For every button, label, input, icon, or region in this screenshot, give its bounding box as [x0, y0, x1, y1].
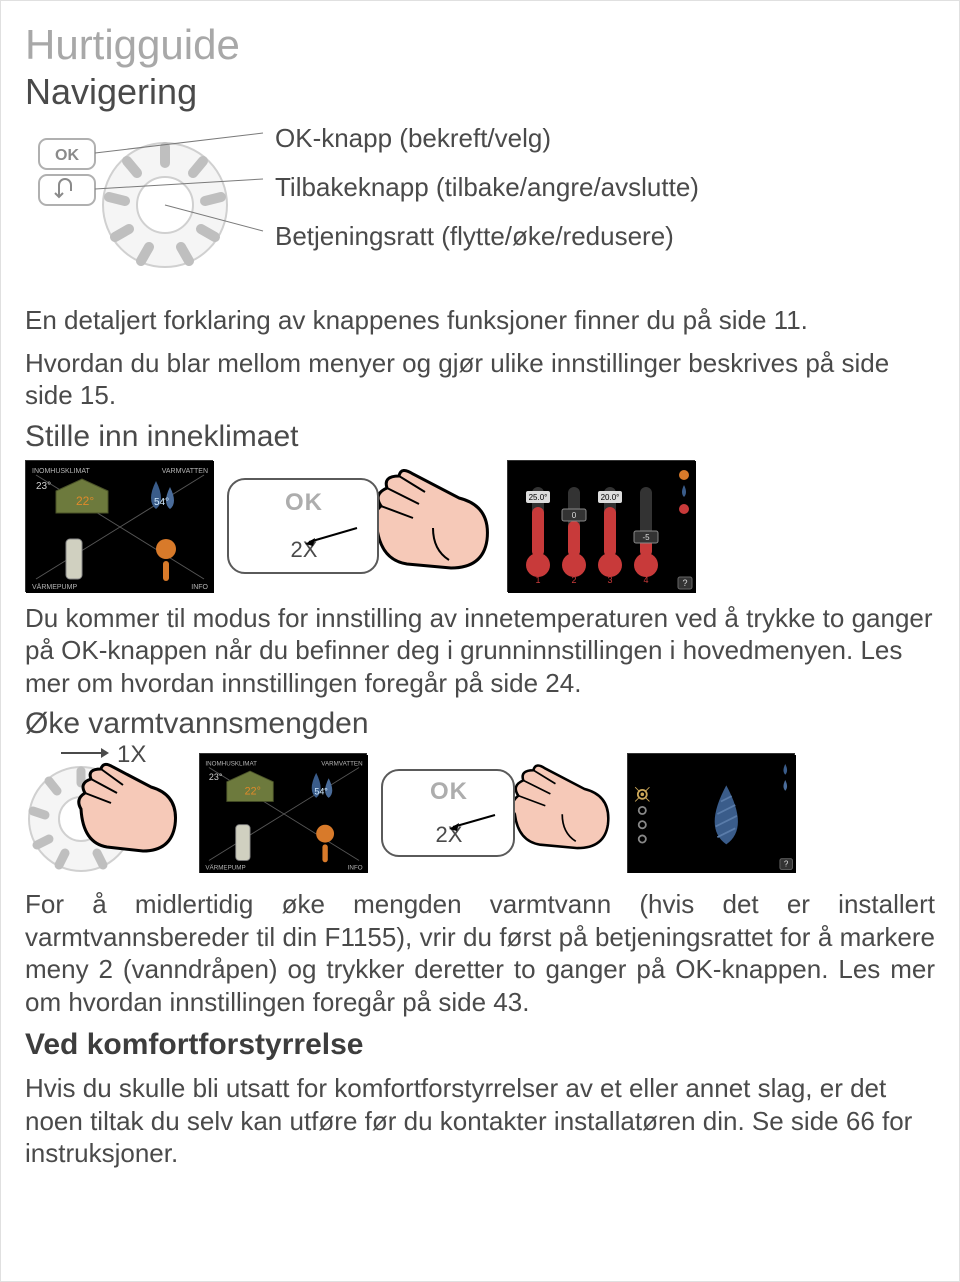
varmtvann-figure-row: 1X [25, 747, 935, 878]
back-button-icon [39, 175, 95, 205]
svg-text:VARMVATTEN: VARMVATTEN [162, 468, 208, 475]
ok-bubble: OK 2X [227, 478, 379, 574]
ok-label-2: OK [430, 778, 468, 806]
hand-press-icon-2 [503, 762, 613, 863]
menu-screen-icon: INOMHUSKLIMAT VARMVATTEN VÄRMEPUMP INFO … [25, 460, 213, 592]
intro-paragraph: En detaljert forklaring av knappenes fun… [25, 304, 935, 337]
svg-text:1: 1 [535, 575, 540, 585]
heading-inneklima: Stille inn inneklimaet [25, 420, 935, 454]
nav-diagram-row: OK [25, 117, 935, 292]
ok-bubble-2: OK 2X [381, 769, 515, 857]
svg-text:VÄRMEPUMP: VÄRMEPUMP [32, 583, 77, 591]
ok-label: OK [285, 489, 323, 517]
svg-text:2: 2 [571, 575, 576, 585]
heading-komfort: Ved komfortforstyrrelse [25, 1028, 935, 1062]
nav-subtitle: Navigering [25, 71, 935, 113]
control-panel-diagram: OK [25, 117, 265, 292]
svg-text:22°: 22° [245, 785, 261, 797]
svg-text:23°: 23° [209, 772, 223, 782]
svg-text:INFO: INFO [191, 584, 208, 591]
svg-text:VÄRMEPUMP: VÄRMEPUMP [205, 864, 245, 871]
dial-turn-icon: 1X [25, 747, 185, 878]
svg-text:23°: 23° [36, 481, 51, 492]
varmtvann-paragraph: For å midlertidig øke mengden varmtvann … [25, 888, 935, 1018]
svg-text:INOMHUSKLIMAT: INOMHUSKLIMAT [32, 468, 91, 475]
heading-varmtvann: Øke varmtvannsmengden [25, 707, 935, 741]
svg-text:0: 0 [572, 511, 577, 520]
jog-wheel-label: Betjeningsratt (flytte/øke/redusere) [275, 221, 699, 252]
thermo-screen-icon: 25.0° 1 0 2 20.0° 3 [507, 460, 695, 592]
svg-text:3: 3 [607, 575, 612, 585]
inneklima-paragraph: Du kommer til modus for innstilling av i… [25, 602, 935, 700]
svg-text:-5: -5 [642, 533, 650, 542]
svg-text:54°: 54° [154, 497, 169, 508]
svg-text:20.0°: 20.0° [601, 493, 620, 502]
svg-text:OK: OK [55, 147, 79, 164]
svg-text:INFO: INFO [348, 864, 363, 871]
svg-text:VARMVATTEN: VARMVATTEN [321, 760, 362, 767]
ok-button-label: OK-knapp (bekreft/velg) [275, 123, 699, 154]
svg-text:?: ? [682, 578, 687, 588]
inneklima-figure-row: INOMHUSKLIMAT VARMVATTEN VÄRMEPUMP INFO … [25, 460, 935, 592]
svg-text:54°: 54° [314, 786, 328, 796]
hand-press-icon [363, 468, 493, 583]
svg-text:4: 4 [643, 575, 648, 585]
ok-button-icon: OK [39, 139, 95, 169]
menus-paragraph: Hvordan du blar mellom menyer og gjør ul… [25, 347, 935, 412]
menu-screen-icon-2: INOMHUSKLIMAT VARMVATTEN VÄRMEPUMP INFO … [199, 753, 367, 873]
svg-text:22°: 22° [76, 494, 94, 508]
back-button-label: Tilbakeknapp (tilbake/angre/avslutte) [275, 172, 699, 203]
svg-text:?: ? [784, 859, 789, 868]
svg-text:25.0°: 25.0° [529, 493, 548, 502]
page-title: Hurtigguide [25, 21, 935, 69]
komfort-paragraph: Hvis du skulle bli utsatt for komfortfor… [25, 1072, 935, 1170]
varmtvann-screen-icon: ? [627, 753, 795, 873]
svg-text:INOMHUSKLIMAT: INOMHUSKLIMAT [205, 760, 257, 767]
dial-count-1x: 1X [117, 741, 146, 769]
